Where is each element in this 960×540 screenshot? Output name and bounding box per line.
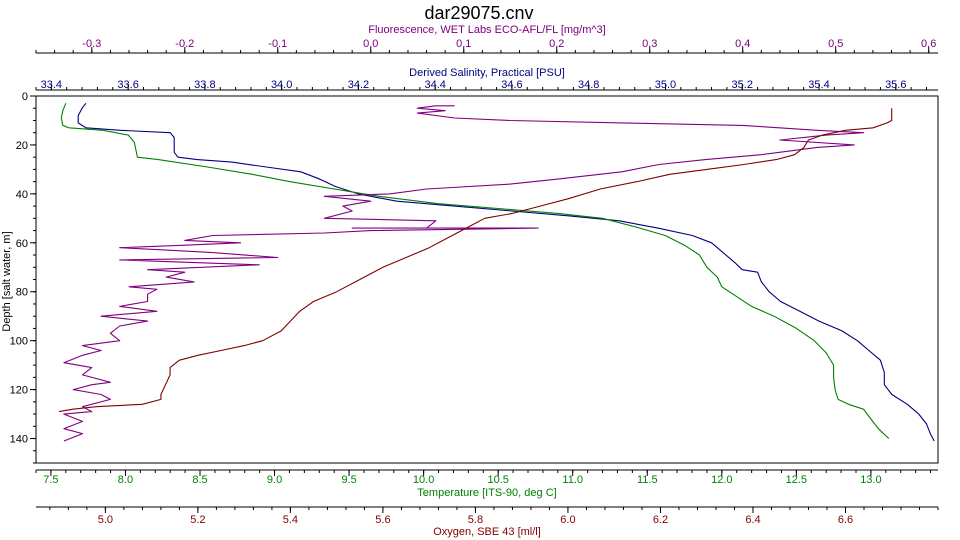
- x-tick-label-temperature: 8.5: [192, 474, 207, 486]
- x-tick-label-salinity: 35.2: [732, 79, 753, 91]
- x-tick-label-temperature: 10.5: [487, 474, 508, 486]
- y-tick-label: 80: [16, 287, 28, 299]
- x-axis-fluorescence: -0.3 -0.2 -0.1 0.0 0.1 0.2 0.3 0.4 0.5 0.6 Fluores…: [35, 24, 938, 54]
- x-tick-label-salinity: 33.6: [117, 79, 138, 91]
- axes-layer: -0.3 -0.2 -0.1 0.0 0.1 0.2 0.3 0.4 0.5 0.6 Fluores…: [1, 24, 939, 538]
- x-tick-label-temperature: 11.5: [637, 474, 658, 486]
- x-axis-label-fluorescence: Fluorescence, WET Labs ECO-AFL/FL [mg/m^…: [368, 24, 605, 36]
- plot-frame: [35, 95, 939, 464]
- x-tick-label-temperature: 9.0: [267, 474, 282, 486]
- y-tick-label: 20: [16, 140, 28, 152]
- x-tick-label-temperature: 11.0: [562, 474, 583, 486]
- y-axis-label: Depth [salt water, m]: [1, 231, 13, 331]
- x-tick-label-fluorescence: 0.1: [456, 38, 471, 50]
- x-tick-label-oxygen: 5.0: [98, 514, 113, 526]
- y-tick-label: 0: [22, 91, 28, 103]
- series-line-fluorescence: [63, 105, 865, 442]
- x-tick-label-oxygen: 5.2: [190, 514, 205, 526]
- x-tick-label-fluorescence: -0.3: [82, 38, 101, 50]
- x-tick-label-oxygen: 6.4: [745, 514, 760, 526]
- chart-title: dar29075.cnv: [424, 3, 533, 23]
- y-tick-label: 60: [16, 238, 28, 250]
- x-tick-label-salinity: 33.4: [41, 79, 62, 91]
- x-tick-label-salinity: 34.0: [271, 79, 292, 91]
- x-tick-label-temperature: 9.5: [341, 474, 356, 486]
- y-tick-label: 140: [10, 434, 28, 446]
- x-tick-label-fluorescence: 0.3: [642, 38, 657, 50]
- x-tick-label-salinity: 34.6: [501, 79, 522, 91]
- x-tick-label-oxygen: 5.8: [468, 514, 483, 526]
- series-line-oxygen: [59, 108, 893, 413]
- x-tick-label-temperature: 10.0: [413, 474, 434, 486]
- x-tick-label-salinity: 35.4: [808, 79, 829, 91]
- x-tick-label-temperature: 12.5: [786, 474, 807, 486]
- y-tick-label: 100: [10, 336, 28, 348]
- x-tick-label-fluorescence: 0.0: [363, 38, 378, 50]
- x-tick-label-oxygen: 5.6: [375, 514, 390, 526]
- x-tick-label-oxygen: 6.0: [560, 514, 575, 526]
- x-tick-label-salinity: 35.6: [885, 79, 906, 91]
- x-tick-label-fluorescence: -0.1: [268, 38, 287, 50]
- x-tick-label-fluorescence: 0.6: [921, 38, 936, 50]
- x-tick-label-fluorescence: 0.5: [828, 38, 843, 50]
- x-tick-label-salinity: 34.2: [348, 79, 369, 91]
- x-tick-label-oxygen: 5.4: [283, 514, 298, 526]
- y-axis: 0 20 40 60 80 100 120 140 Depth [salt water, m]: [1, 91, 36, 464]
- x-tick-label-fluorescence: -0.2: [175, 38, 194, 50]
- x-tick-label-fluorescence: 0.4: [735, 38, 750, 50]
- x-axis-label-salinity: Derived Salinity, Practical [PSU]: [409, 67, 565, 79]
- x-axis-label-oxygen: Oxygen, SBE 43 [ml/l]: [433, 526, 541, 538]
- x-tick-label-salinity: 35.0: [655, 79, 676, 91]
- x-tick-label-temperature: 13.0: [860, 474, 881, 486]
- x-axis-label-temperature: Temperature [ITS-90, deg C]: [417, 487, 556, 499]
- x-tick-label-salinity: 34.8: [578, 79, 599, 91]
- series-line-temperature: [60, 103, 890, 439]
- x-tick-label-salinity: 33.8: [194, 79, 215, 91]
- x-tick-label-temperature: 12.0: [711, 474, 732, 486]
- y-tick-label: 120: [10, 385, 28, 397]
- x-tick-label-temperature: 8.0: [118, 474, 133, 486]
- x-axis-salinity: 33.4 33.6 33.8 34.0 34.2 34.4 34.6 34.8 35.0 35.2…: [35, 67, 938, 91]
- x-axis-oxygen: 5.0 5.2 5.4 5.6 5.8 6.0 6.2 6.4 6.6 Oxygen, SBE 4…: [36, 506, 939, 538]
- x-tick-label-oxygen: 6.2: [653, 514, 668, 526]
- series-line-salinity: [77, 102, 935, 442]
- x-axis-temperature: 7.5 8.0 8.5 9.0 9.5 10.0 10.5 11.0 11.5 12.0 12.5 1…: [35, 469, 938, 499]
- series-layer: [59, 102, 935, 442]
- x-tick-label-oxygen: 6.6: [838, 514, 853, 526]
- x-tick-label-fluorescence: 0.2: [549, 38, 564, 50]
- x-tick-label-temperature: 7.5: [43, 474, 58, 486]
- y-tick-label: 40: [16, 189, 28, 201]
- x-tick-label-salinity: 34.4: [424, 79, 445, 91]
